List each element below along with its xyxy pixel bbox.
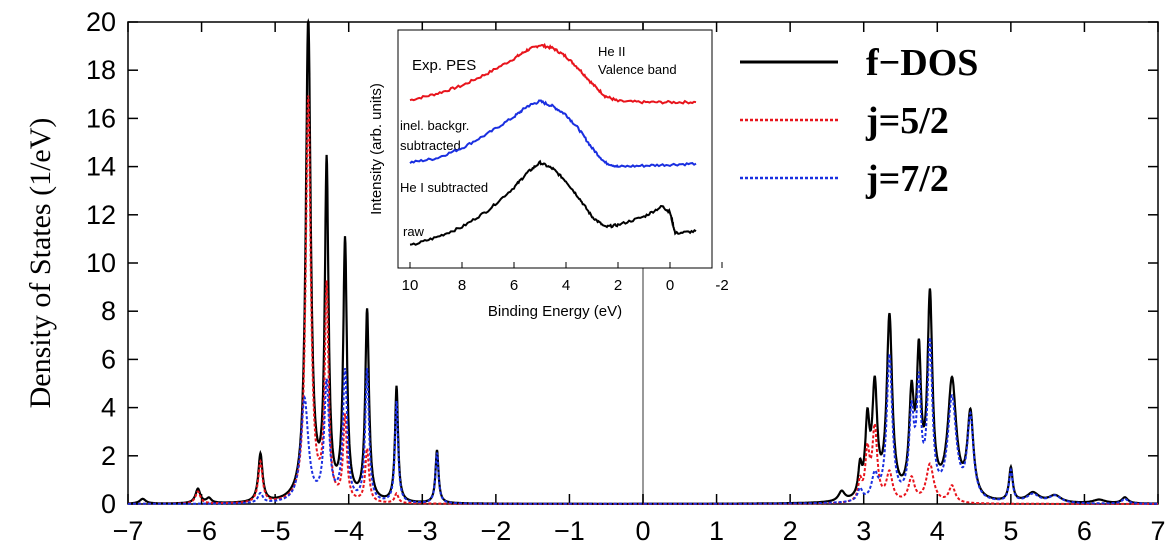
inset-series-2-line [409, 159, 697, 246]
inset-tick-label: 0 [666, 277, 674, 294]
y-tick-label: 6 [101, 344, 116, 374]
legend-label: f−DOS [866, 42, 978, 84]
x-tick-label: 5 [1003, 516, 1018, 546]
y-tick-label: 12 [86, 200, 116, 230]
legend: f−DOS j=5/2 j=7/2 [740, 42, 978, 200]
x-tick-label: −7 [113, 516, 144, 546]
series-2-line [128, 337, 1158, 505]
inset-annotation-raw: raw [403, 224, 425, 239]
inset-tick-label: 8 [458, 277, 466, 294]
inset-y-axis-label: Intensity (arb. units) [368, 83, 385, 215]
x-tick-label: 2 [783, 516, 798, 546]
inset-tick-label: 4 [562, 277, 570, 294]
y-tick-label: 10 [86, 248, 116, 278]
x-tick-label: 6 [1077, 516, 1092, 546]
main-series [128, 17, 1158, 505]
x-tick-label: −6 [186, 516, 217, 546]
x-tick-label: 1 [709, 516, 724, 546]
inset-tick-label: 2 [614, 277, 622, 294]
x-tick-label: −2 [480, 516, 511, 546]
y-axis-label: Density of States (1/eV) [24, 118, 57, 409]
inset-x-ticks: 10 8 6 4 2 0 -2 [402, 262, 729, 294]
inset-annotation-inel: inel. backgr. [400, 118, 469, 133]
y-tick-label: 18 [86, 55, 116, 85]
inset-x-axis-label: Binding Energy (eV) [488, 303, 622, 320]
y-tick-label: 20 [86, 7, 116, 37]
x-axis-ticks: −7 −6 −5 −4 −3 −2 −1 0 1 2 3 4 5 6 7 [113, 22, 1166, 546]
inset-series [409, 42, 697, 246]
inset-tick-label: 10 [402, 277, 419, 294]
y-tick-label: 4 [101, 393, 116, 423]
y-tick-label: 14 [86, 152, 116, 182]
inset-annotation-valence: Valence band [598, 62, 677, 77]
inset-frame [397, 29, 713, 269]
y-tick-label: 16 [86, 103, 116, 133]
x-tick-label: −1 [554, 516, 585, 546]
x-tick-label: −5 [260, 516, 291, 546]
y-tick-label: 8 [101, 296, 116, 326]
inset-annotation-he1: He I subtracted [400, 180, 488, 195]
inset-annotation-he2: He II [598, 44, 625, 59]
x-tick-label: 3 [856, 516, 871, 546]
legend-label: j=5/2 [865, 100, 949, 142]
x-tick-label: 7 [1150, 516, 1165, 546]
inset-tick-label: -2 [715, 277, 728, 294]
legend-label: j=7/2 [865, 158, 949, 200]
inset-chart: 10 8 6 4 2 0 -2 Binding Energy (eV) Intensity … [368, 29, 729, 320]
inset-tick-label: 6 [510, 277, 518, 294]
series-1-line [128, 95, 1158, 505]
x-tick-label: 4 [930, 516, 945, 546]
y-tick-label: 2 [101, 441, 116, 471]
inset-series-0-line [409, 42, 697, 105]
inset-annotation-subtracted: subtracted [400, 138, 461, 153]
x-tick-label: −3 [407, 516, 438, 546]
y-tick-label: 0 [101, 489, 116, 519]
x-tick-label: 0 [635, 516, 650, 546]
inset-title: Exp. PES [412, 57, 476, 74]
x-tick-label: −4 [333, 516, 364, 546]
inset-series-1-line [409, 99, 697, 168]
